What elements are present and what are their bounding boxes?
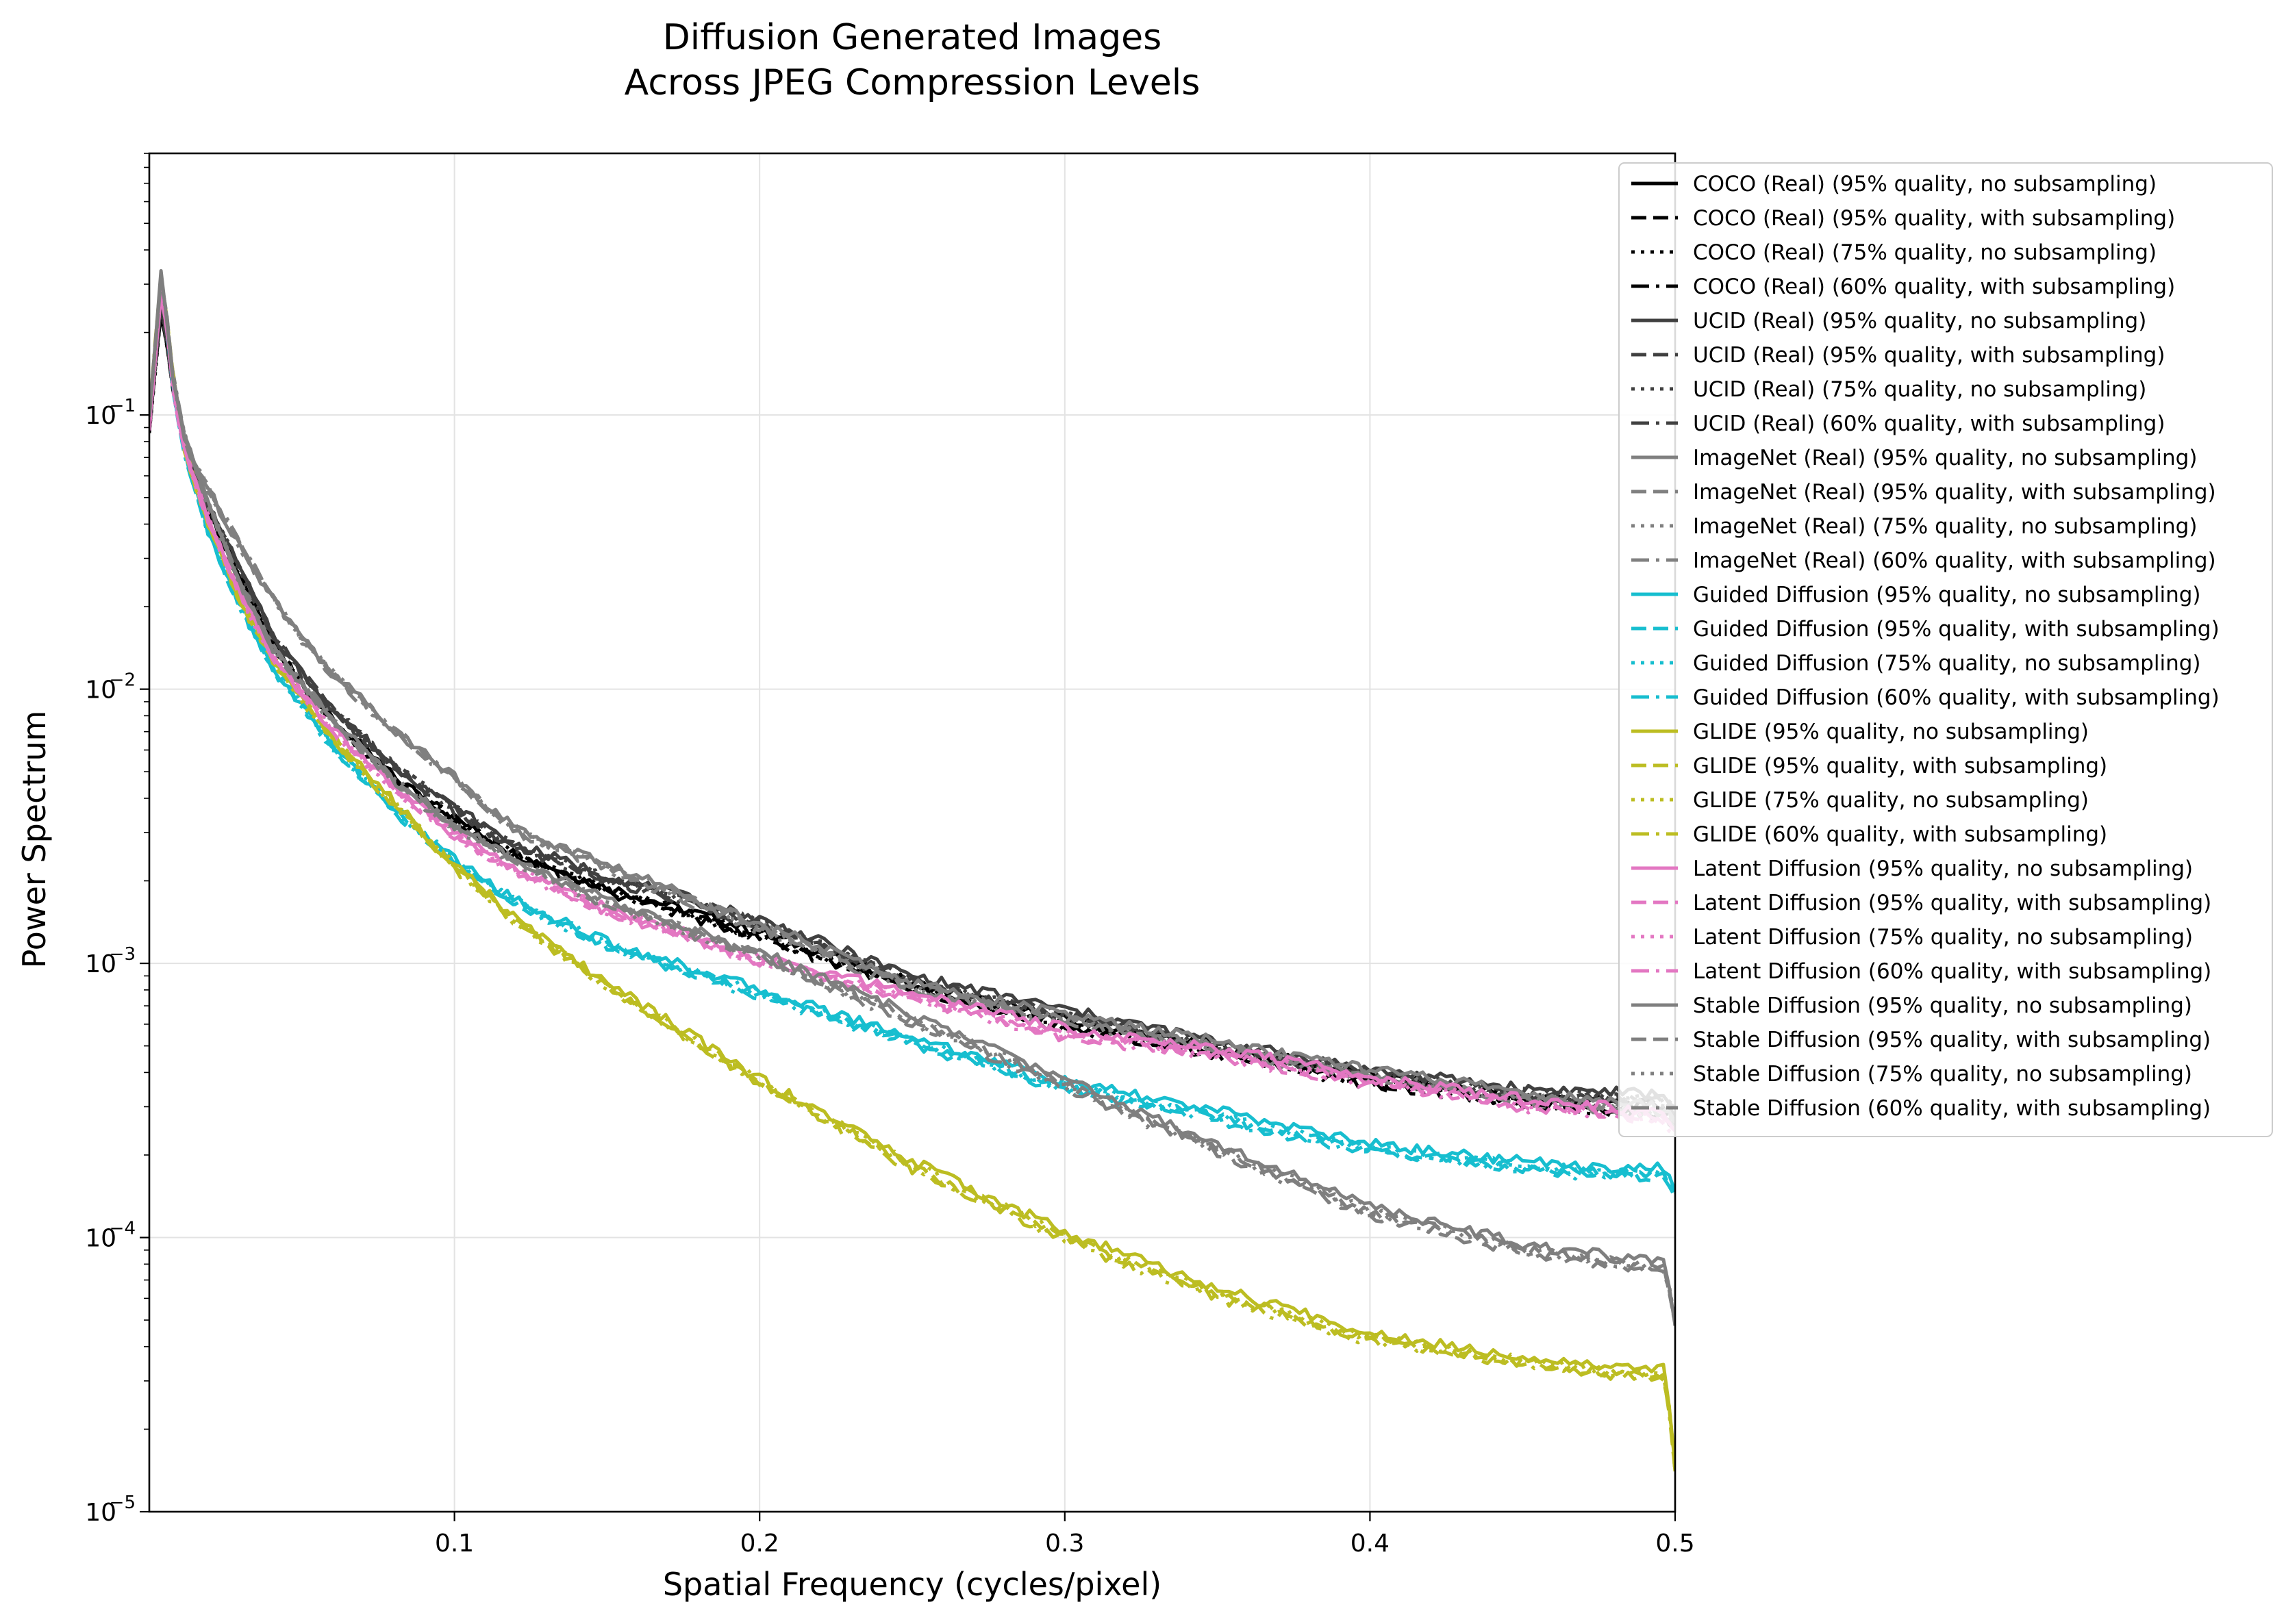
legend-label: Latent Diffusion (95% quality, no subsam… bbox=[1693, 857, 2193, 881]
legend-label: Guided Diffusion (95% quality, no subsam… bbox=[1693, 583, 2201, 607]
x-tick-label: 0.1 bbox=[435, 1530, 474, 1558]
series-layer bbox=[149, 269, 1675, 1473]
y-tick-base: 10 bbox=[85, 950, 116, 978]
series-line bbox=[149, 278, 1675, 1192]
legend-label: Guided Diffusion (75% quality, no subsam… bbox=[1693, 651, 2201, 676]
legend: COCO (Real) (95% quality, no subsampling… bbox=[1618, 162, 2273, 1137]
y-tick-exponent: −1 bbox=[110, 396, 136, 416]
series-line bbox=[149, 283, 1675, 1132]
y-tick-label: 10−4 bbox=[85, 1219, 136, 1253]
legend-label: COCO (Real) (75% quality, no subsampling… bbox=[1693, 240, 2157, 265]
legend-label: COCO (Real) (95% quality, no subsampling… bbox=[1693, 172, 2157, 196]
legend-label: Stable Diffusion (60% quality, with subs… bbox=[1693, 1096, 2211, 1121]
label-layer: Diffusion Generated Images Across JPEG C… bbox=[16, 17, 1200, 1603]
series-line bbox=[149, 287, 1675, 1137]
y-tick-exponent: −3 bbox=[110, 944, 136, 965]
chart-title-line-2: Across JPEG Compression Levels bbox=[625, 62, 1201, 103]
legend-label: UCID (Real) (60% quality, with subsampli… bbox=[1693, 411, 2165, 436]
x-tick-label: 0.4 bbox=[1351, 1530, 1390, 1558]
series-line bbox=[149, 299, 1675, 1121]
legend-label: GLIDE (75% quality, no subsampling) bbox=[1693, 788, 2089, 813]
legend-label: GLIDE (60% quality, with subsampling) bbox=[1693, 822, 2107, 847]
legend-label: Stable Diffusion (95% quality, no subsam… bbox=[1693, 993, 2192, 1018]
y-tick-label: 10−2 bbox=[85, 670, 136, 705]
legend-label: UCID (Real) (95% quality, no subsampling… bbox=[1693, 309, 2146, 333]
series-line bbox=[149, 274, 1675, 1194]
legend-label: Guided Diffusion (60% quality, with subs… bbox=[1693, 685, 2220, 710]
y-axis-label: Power Spectrum bbox=[16, 711, 53, 969]
y-tick-label: 10−3 bbox=[85, 944, 136, 978]
legend-label: COCO (Real) (95% quality, with subsampli… bbox=[1693, 206, 2175, 231]
legend-label: Latent Diffusion (75% quality, no subsam… bbox=[1693, 925, 2193, 950]
series-line bbox=[149, 275, 1675, 1472]
x-tick-label: 0.2 bbox=[740, 1530, 779, 1558]
legend-label: Guided Diffusion (95% quality, with subs… bbox=[1693, 617, 2220, 642]
x-axis-label: Spatial Frequency (cycles/pixel) bbox=[663, 1566, 1161, 1603]
y-tick-base: 10 bbox=[85, 1225, 116, 1253]
series-line bbox=[149, 275, 1675, 1326]
legend-label: Stable Diffusion (95% quality, with subs… bbox=[1693, 1028, 2211, 1052]
legend-label: Latent Diffusion (95% quality, with subs… bbox=[1693, 891, 2211, 915]
legend-label: ImageNet (Real) (75% quality, no subsamp… bbox=[1693, 514, 2197, 539]
x-tick-label: 0.3 bbox=[1045, 1530, 1084, 1558]
y-tick-base: 10 bbox=[85, 676, 116, 705]
y-tick-base: 10 bbox=[85, 402, 116, 430]
legend-label: ImageNet (Real) (60% quality, with subsa… bbox=[1693, 548, 2216, 573]
legend-label: Stable Diffusion (75% quality, no subsam… bbox=[1693, 1062, 2192, 1087]
series-line bbox=[149, 305, 1675, 1109]
legend-label: GLIDE (95% quality, no subsampling) bbox=[1693, 720, 2089, 744]
x-tick-label: 0.5 bbox=[1655, 1530, 1694, 1558]
series-line bbox=[149, 272, 1675, 1198]
y-tick-label: 10−5 bbox=[85, 1493, 136, 1527]
legend-label: COCO (Real) (60% quality, with subsampli… bbox=[1693, 275, 2175, 299]
series-line bbox=[149, 275, 1675, 1473]
legend-label: Latent Diffusion (60% quality, with subs… bbox=[1693, 959, 2211, 984]
legend-box bbox=[1618, 162, 2273, 1137]
y-tick-exponent: −4 bbox=[110, 1219, 136, 1239]
legend-label: UCID (Real) (75% quality, no subsampling… bbox=[1693, 377, 2146, 402]
chart-title-line-1: Diffusion Generated Images bbox=[663, 17, 1161, 58]
y-tick-base: 10 bbox=[85, 1499, 116, 1527]
y-tick-exponent: −5 bbox=[110, 1493, 136, 1513]
legend-label: ImageNet (Real) (95% quality, with subsa… bbox=[1693, 480, 2216, 505]
y-tick-label: 10−1 bbox=[85, 396, 136, 430]
tick-layer: 0.1 0.2 0.3 0.4 0.510−510−410−310−210−1 bbox=[85, 153, 1695, 1558]
legend-label: GLIDE (95% quality, with subsampling) bbox=[1693, 754, 2107, 778]
legend-label: UCID (Real) (95% quality, with subsampli… bbox=[1693, 343, 2165, 368]
y-tick-exponent: −2 bbox=[110, 670, 136, 691]
legend-label: ImageNet (Real) (95% quality, no subsamp… bbox=[1693, 446, 2197, 470]
